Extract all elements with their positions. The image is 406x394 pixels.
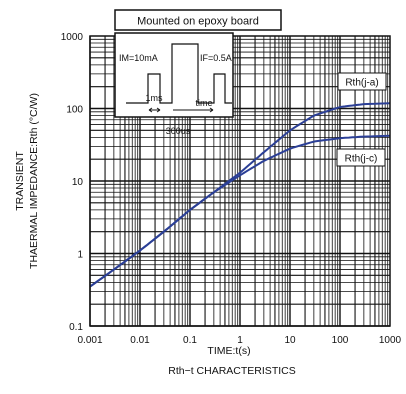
series-line-rth-jc: [89, 134, 391, 288]
y-axis-label-line1: TRANSIENT: [14, 151, 26, 211]
legend-rth-ja: Rth(j-a): [337, 72, 387, 91]
y-tick-label: 0.1: [69, 322, 83, 333]
period-arrow: [173, 107, 214, 113]
x-tick-label: 0.01: [130, 335, 150, 346]
x-tick-label: 10: [284, 335, 296, 346]
inset-box: [114, 32, 234, 118]
x-tick-label: 1: [237, 335, 243, 346]
series-label-rth-ja: Rth(j-a): [345, 78, 378, 89]
x-tick-label: 0.001: [77, 335, 102, 346]
inset-title-box: [114, 9, 282, 31]
y-tick-label: 1: [77, 250, 83, 261]
x-tick-label: 100: [332, 335, 349, 346]
period-label: 300us: [166, 126, 191, 136]
y-axis-label-line2: THAERMAL IMPEDANCE:Rth (°C/W): [28, 93, 40, 269]
time-label: time: [195, 98, 212, 108]
pulse-left-label: IM=10mA: [119, 53, 158, 63]
series-label-rth-jc: Rth(j-c): [345, 154, 378, 165]
y-tick-label: 100: [66, 105, 83, 116]
plot-frame: [89, 35, 391, 327]
pulse-right-label: IF=0.5A: [200, 53, 232, 63]
x-tick-label: 1000: [379, 335, 402, 346]
curve-layer: [89, 102, 391, 288]
inset-title: Mounted on epoxy board: [137, 16, 259, 28]
pulse-waveform: [126, 43, 232, 104]
x-axis-label: TIME:t(s): [207, 345, 250, 357]
y-tick-label: 1000: [61, 32, 84, 43]
width-arrow: [148, 107, 161, 113]
y-tick-label: 10: [72, 177, 84, 188]
x-tick-label: 0.1: [183, 335, 197, 346]
width-label: 1ms: [145, 93, 163, 103]
tick-layer: 0.001 0.01 0.1 1 10 100 1000 0.1 1 10 100 1000: [61, 32, 402, 346]
inset-diagram: Mounted on epoxy board IM=10mA IF=0.5A 1…: [114, 9, 282, 136]
chart-caption: Rth−t CHARACTERISTICS: [168, 365, 295, 377]
legend-rth-jc: Rth(j-c): [336, 148, 386, 167]
